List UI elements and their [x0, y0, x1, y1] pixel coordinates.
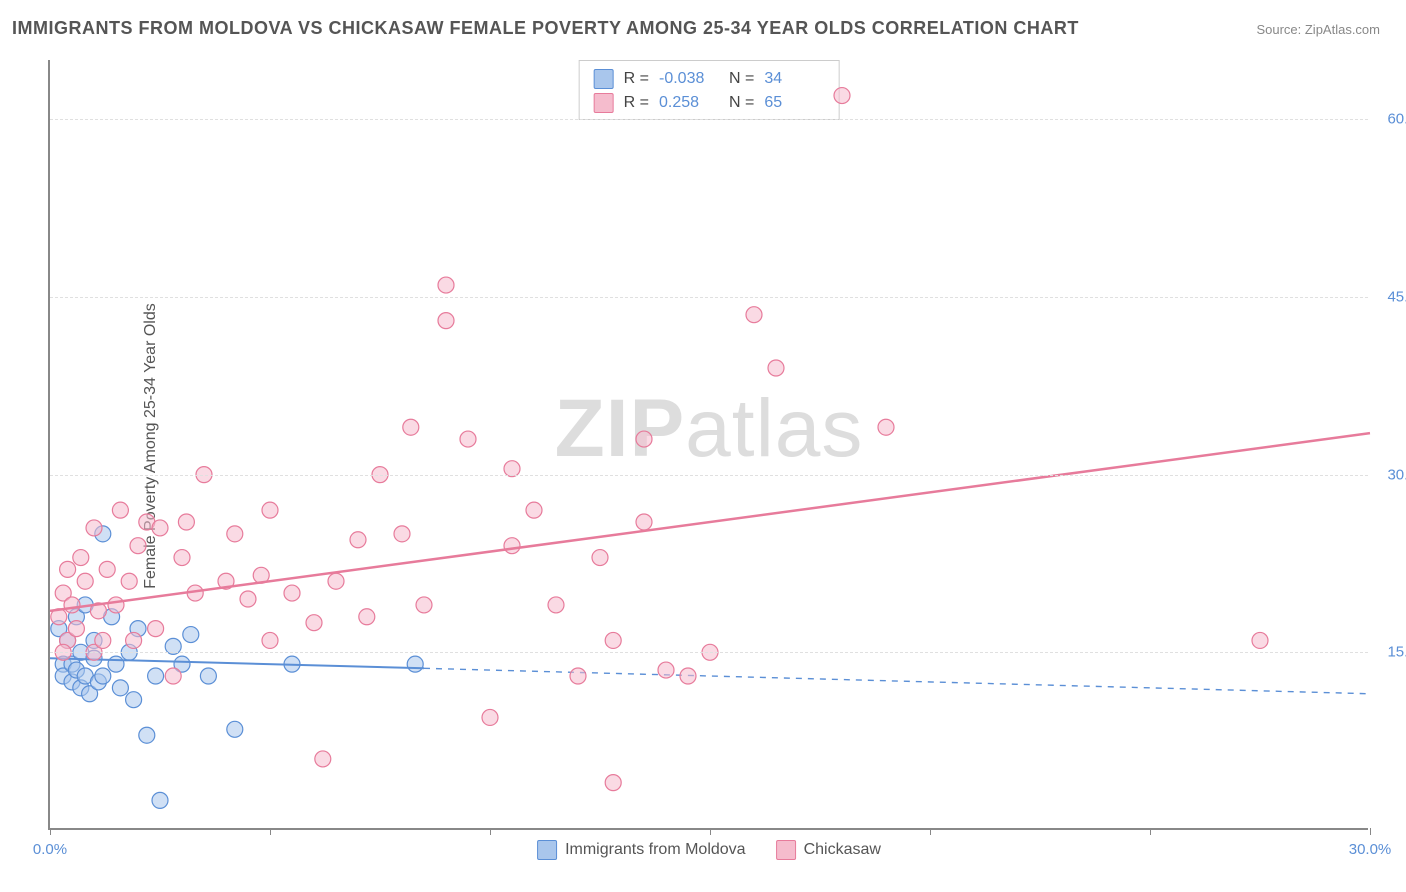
- data-point: [394, 526, 410, 542]
- source-prefix: Source:: [1256, 22, 1304, 37]
- data-point: [403, 419, 419, 435]
- data-point: [60, 561, 76, 577]
- data-point: [174, 550, 190, 566]
- gridline: [50, 119, 1368, 120]
- data-point: [438, 277, 454, 293]
- x-tick: [1150, 828, 1151, 835]
- data-point: [460, 431, 476, 447]
- data-point: [227, 526, 243, 542]
- x-tick: [1370, 828, 1371, 835]
- data-point: [636, 431, 652, 447]
- data-point: [1252, 632, 1268, 648]
- scatter-svg: [50, 60, 1368, 828]
- legend-label-moldova: Immigrants from Moldova: [565, 841, 746, 859]
- y-tick-label: 30.0%: [1387, 466, 1406, 483]
- data-point: [548, 597, 564, 613]
- legend-swatch-moldova: [537, 840, 557, 860]
- data-point: [108, 656, 124, 672]
- data-point: [680, 668, 696, 684]
- data-point: [68, 621, 84, 637]
- data-point: [152, 792, 168, 808]
- data-point: [148, 668, 164, 684]
- data-point: [77, 573, 93, 589]
- data-point: [416, 597, 432, 613]
- x-tick: [270, 828, 271, 835]
- legend-label-chickasaw: Chickasaw: [804, 841, 881, 859]
- data-point: [95, 668, 111, 684]
- data-point: [64, 597, 80, 613]
- data-point: [526, 502, 542, 518]
- data-point: [878, 419, 894, 435]
- data-point: [570, 668, 586, 684]
- data-point: [152, 520, 168, 536]
- data-point: [482, 709, 498, 725]
- data-point: [95, 632, 111, 648]
- data-point: [262, 502, 278, 518]
- source-link[interactable]: ZipAtlas.com: [1305, 22, 1380, 37]
- data-point: [315, 751, 331, 767]
- data-point: [284, 585, 300, 601]
- data-point: [262, 632, 278, 648]
- data-point: [130, 538, 146, 554]
- data-point: [359, 609, 375, 625]
- data-point: [605, 775, 621, 791]
- x-tick-label: 0.0%: [33, 841, 67, 858]
- x-tick-label: 30.0%: [1349, 841, 1392, 858]
- gridline: [50, 652, 1368, 653]
- y-tick-label: 45.0%: [1387, 288, 1406, 305]
- x-tick: [710, 828, 711, 835]
- legend-swatch-chickasaw: [776, 840, 796, 860]
- data-point: [126, 632, 142, 648]
- data-point: [112, 502, 128, 518]
- legend-item-moldova: Immigrants from Moldova: [537, 840, 746, 860]
- data-point: [112, 680, 128, 696]
- series-legend: Immigrants from Moldova Chickasaw: [537, 840, 881, 860]
- data-point: [636, 514, 652, 530]
- data-point: [834, 88, 850, 104]
- data-point: [240, 591, 256, 607]
- x-tick: [930, 828, 931, 835]
- data-point: [108, 597, 124, 613]
- trend-line-extrapolated: [424, 668, 1370, 693]
- source-attribution: Source: ZipAtlas.com: [1256, 22, 1380, 37]
- data-point: [658, 662, 674, 678]
- data-point: [407, 656, 423, 672]
- data-point: [86, 520, 102, 536]
- gridline: [50, 475, 1368, 476]
- trend-line: [50, 433, 1370, 611]
- gridline: [50, 297, 1368, 298]
- data-point: [350, 532, 366, 548]
- plot-area: ZIPatlas R = -0.038 N = 34 R = 0.258 N =…: [48, 60, 1368, 830]
- data-point: [227, 721, 243, 737]
- trend-line: [50, 658, 424, 668]
- data-point: [183, 627, 199, 643]
- data-point: [73, 550, 89, 566]
- data-point: [605, 632, 621, 648]
- data-point: [306, 615, 322, 631]
- data-point: [148, 621, 164, 637]
- y-tick-label: 15.0%: [1387, 644, 1406, 661]
- data-point: [121, 573, 137, 589]
- data-point: [328, 573, 344, 589]
- data-point: [768, 360, 784, 376]
- x-tick: [490, 828, 491, 835]
- data-point: [746, 307, 762, 323]
- data-point: [438, 313, 454, 329]
- x-tick: [50, 828, 51, 835]
- data-point: [165, 668, 181, 684]
- data-point: [99, 561, 115, 577]
- y-tick-label: 60.0%: [1387, 111, 1406, 128]
- data-point: [126, 692, 142, 708]
- data-point: [592, 550, 608, 566]
- data-point: [200, 668, 216, 684]
- chart-title: IMMIGRANTS FROM MOLDOVA VS CHICKASAW FEM…: [12, 18, 1079, 39]
- data-point: [504, 538, 520, 554]
- data-point: [178, 514, 194, 530]
- legend-item-chickasaw: Chickasaw: [776, 840, 881, 860]
- data-point: [139, 727, 155, 743]
